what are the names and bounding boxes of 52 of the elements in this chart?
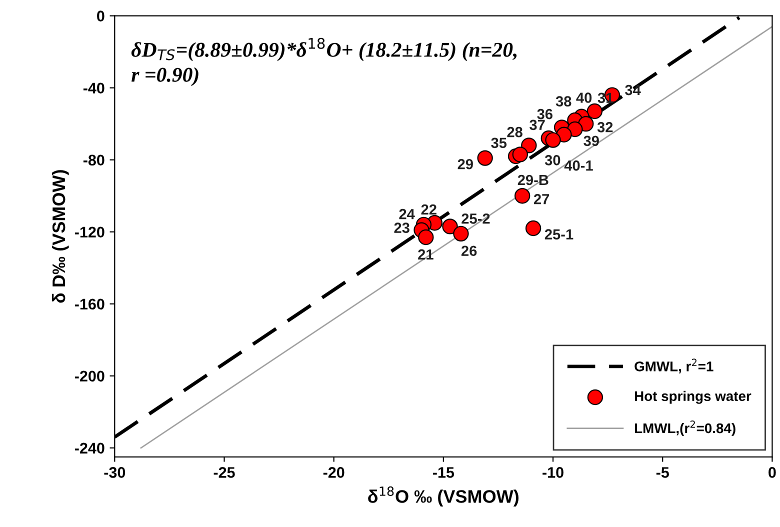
annotation: 23 — [394, 222, 410, 233]
y-tick-label: 0 — [97, 10, 104, 22]
point — [512, 146, 528, 162]
annotation: 24 — [399, 208, 415, 220]
text: δD$_{TS}$=(8.89±0.99)*δ$^{18}$O+ (18.2±11.5) (n=20, r =0.90) — [131, 38, 517, 86]
x-tick-label: 0 — [768, 467, 776, 478]
annotation: 30 — [544, 155, 560, 166]
point — [442, 218, 458, 234]
annotation: 26 — [461, 246, 477, 256]
y-axis-title: δ D‰ (VSMOW) — [52, 170, 69, 303]
point — [586, 103, 602, 120]
annotation: 25-2 — [462, 213, 490, 224]
annotation: 28 — [507, 126, 522, 138]
point — [418, 229, 434, 246]
legend-label: GMWL, r$^{2}$=1 — [634, 358, 714, 374]
legend-label: Hot springs water — [635, 390, 752, 404]
x-tick-label: -10 — [542, 467, 564, 478]
annotation: 21 — [418, 249, 434, 260]
y-tick-label: -40 — [83, 82, 104, 94]
point — [525, 220, 542, 236]
legend-label: LMWL,(r$^{2}$=0.84) — [635, 420, 736, 436]
annotation: 29-B — [518, 174, 548, 186]
y-tick-label: -120 — [74, 226, 104, 238]
point — [453, 226, 469, 242]
annotation: 40-1 — [564, 160, 593, 171]
annotation: 27 — [534, 194, 550, 204]
x-tick-label: -20 — [323, 467, 344, 478]
annotation: 32 — [597, 122, 613, 132]
annotation: 25-1 — [544, 229, 574, 240]
x-axis-title: δ$^{18}$O ‰ (VSMOW) — [368, 486, 518, 506]
y-tick-label: -160 — [74, 298, 104, 310]
annotation: 39 — [584, 136, 599, 146]
x-tick-label: -15 — [432, 467, 454, 478]
point — [545, 132, 561, 148]
y-tick-label: -240 — [74, 442, 104, 454]
y-tick-label: -200 — [74, 370, 104, 382]
y-tick-label: -80 — [83, 154, 104, 166]
x-tick-label: -5 — [656, 467, 669, 478]
annotation: 38 — [556, 96, 572, 107]
annotation: 35 — [491, 138, 507, 148]
annotation: 31 — [598, 92, 614, 104]
point — [477, 150, 493, 166]
annotation: 40 — [576, 92, 592, 103]
point — [514, 188, 530, 204]
x-tick-label: -25 — [214, 467, 235, 478]
annotation: 36 — [537, 108, 552, 120]
annotation: 22 — [421, 204, 436, 215]
annotation: 34 — [625, 84, 641, 96]
annotation: 37 — [530, 120, 545, 130]
annotation: 29 — [458, 158, 473, 170]
x-tick-label: -30 — [104, 467, 126, 478]
point — [521, 138, 537, 154]
